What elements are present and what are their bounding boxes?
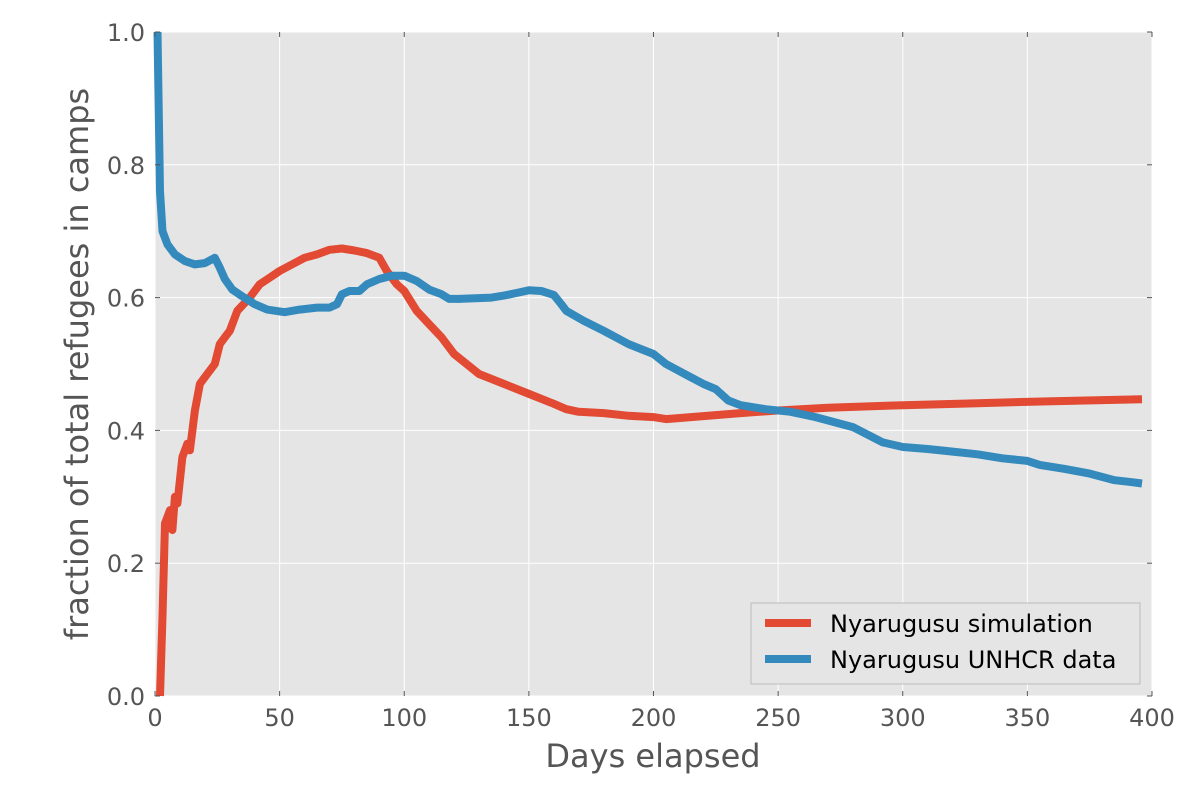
- x-tick-label: 300: [880, 704, 926, 732]
- series-line-simulation: [156, 244, 1143, 697]
- y-tick-label: 0.6: [107, 285, 145, 313]
- x-tick-label: 350: [1004, 704, 1050, 732]
- x-tick-label: 250: [755, 704, 801, 732]
- series-line-unhcr-data: [153, 31, 1143, 488]
- y-tick-label: 1.0: [107, 19, 145, 47]
- x-tick-label: 0: [147, 704, 162, 732]
- legend-label-simulation: Nyarugusu simulation: [830, 610, 1093, 638]
- x-tick-label: 100: [381, 704, 427, 732]
- y-tick-label: 0.4: [107, 417, 145, 445]
- x-tick-label: 150: [506, 704, 552, 732]
- x-tick-label: 50: [264, 704, 295, 732]
- y-tick-label: 0.0: [107, 683, 145, 711]
- x-tick-label: 200: [631, 704, 677, 732]
- legend-label-unhcr-data: Nyarugusu UNHCR data: [830, 646, 1116, 674]
- legend-box: [750, 602, 1141, 685]
- y-tick-label: 0.8: [107, 152, 145, 180]
- series-lines: [153, 31, 1143, 697]
- x-axis-title: Days elapsed: [545, 737, 760, 775]
- y-axis-title: fraction of total refugees in camps: [58, 88, 96, 640]
- x-tick-label: 400: [1129, 704, 1175, 732]
- axis-ticks: 0 50 100 150 200 250 300 350 400 0.0 0.2 0.4 0.6 0.8 1…: [107, 19, 1175, 732]
- y-tick-label: 0.2: [107, 550, 145, 578]
- legend: Nyarugusu simulation Nyarugusu UNHCR dat…: [750, 602, 1141, 685]
